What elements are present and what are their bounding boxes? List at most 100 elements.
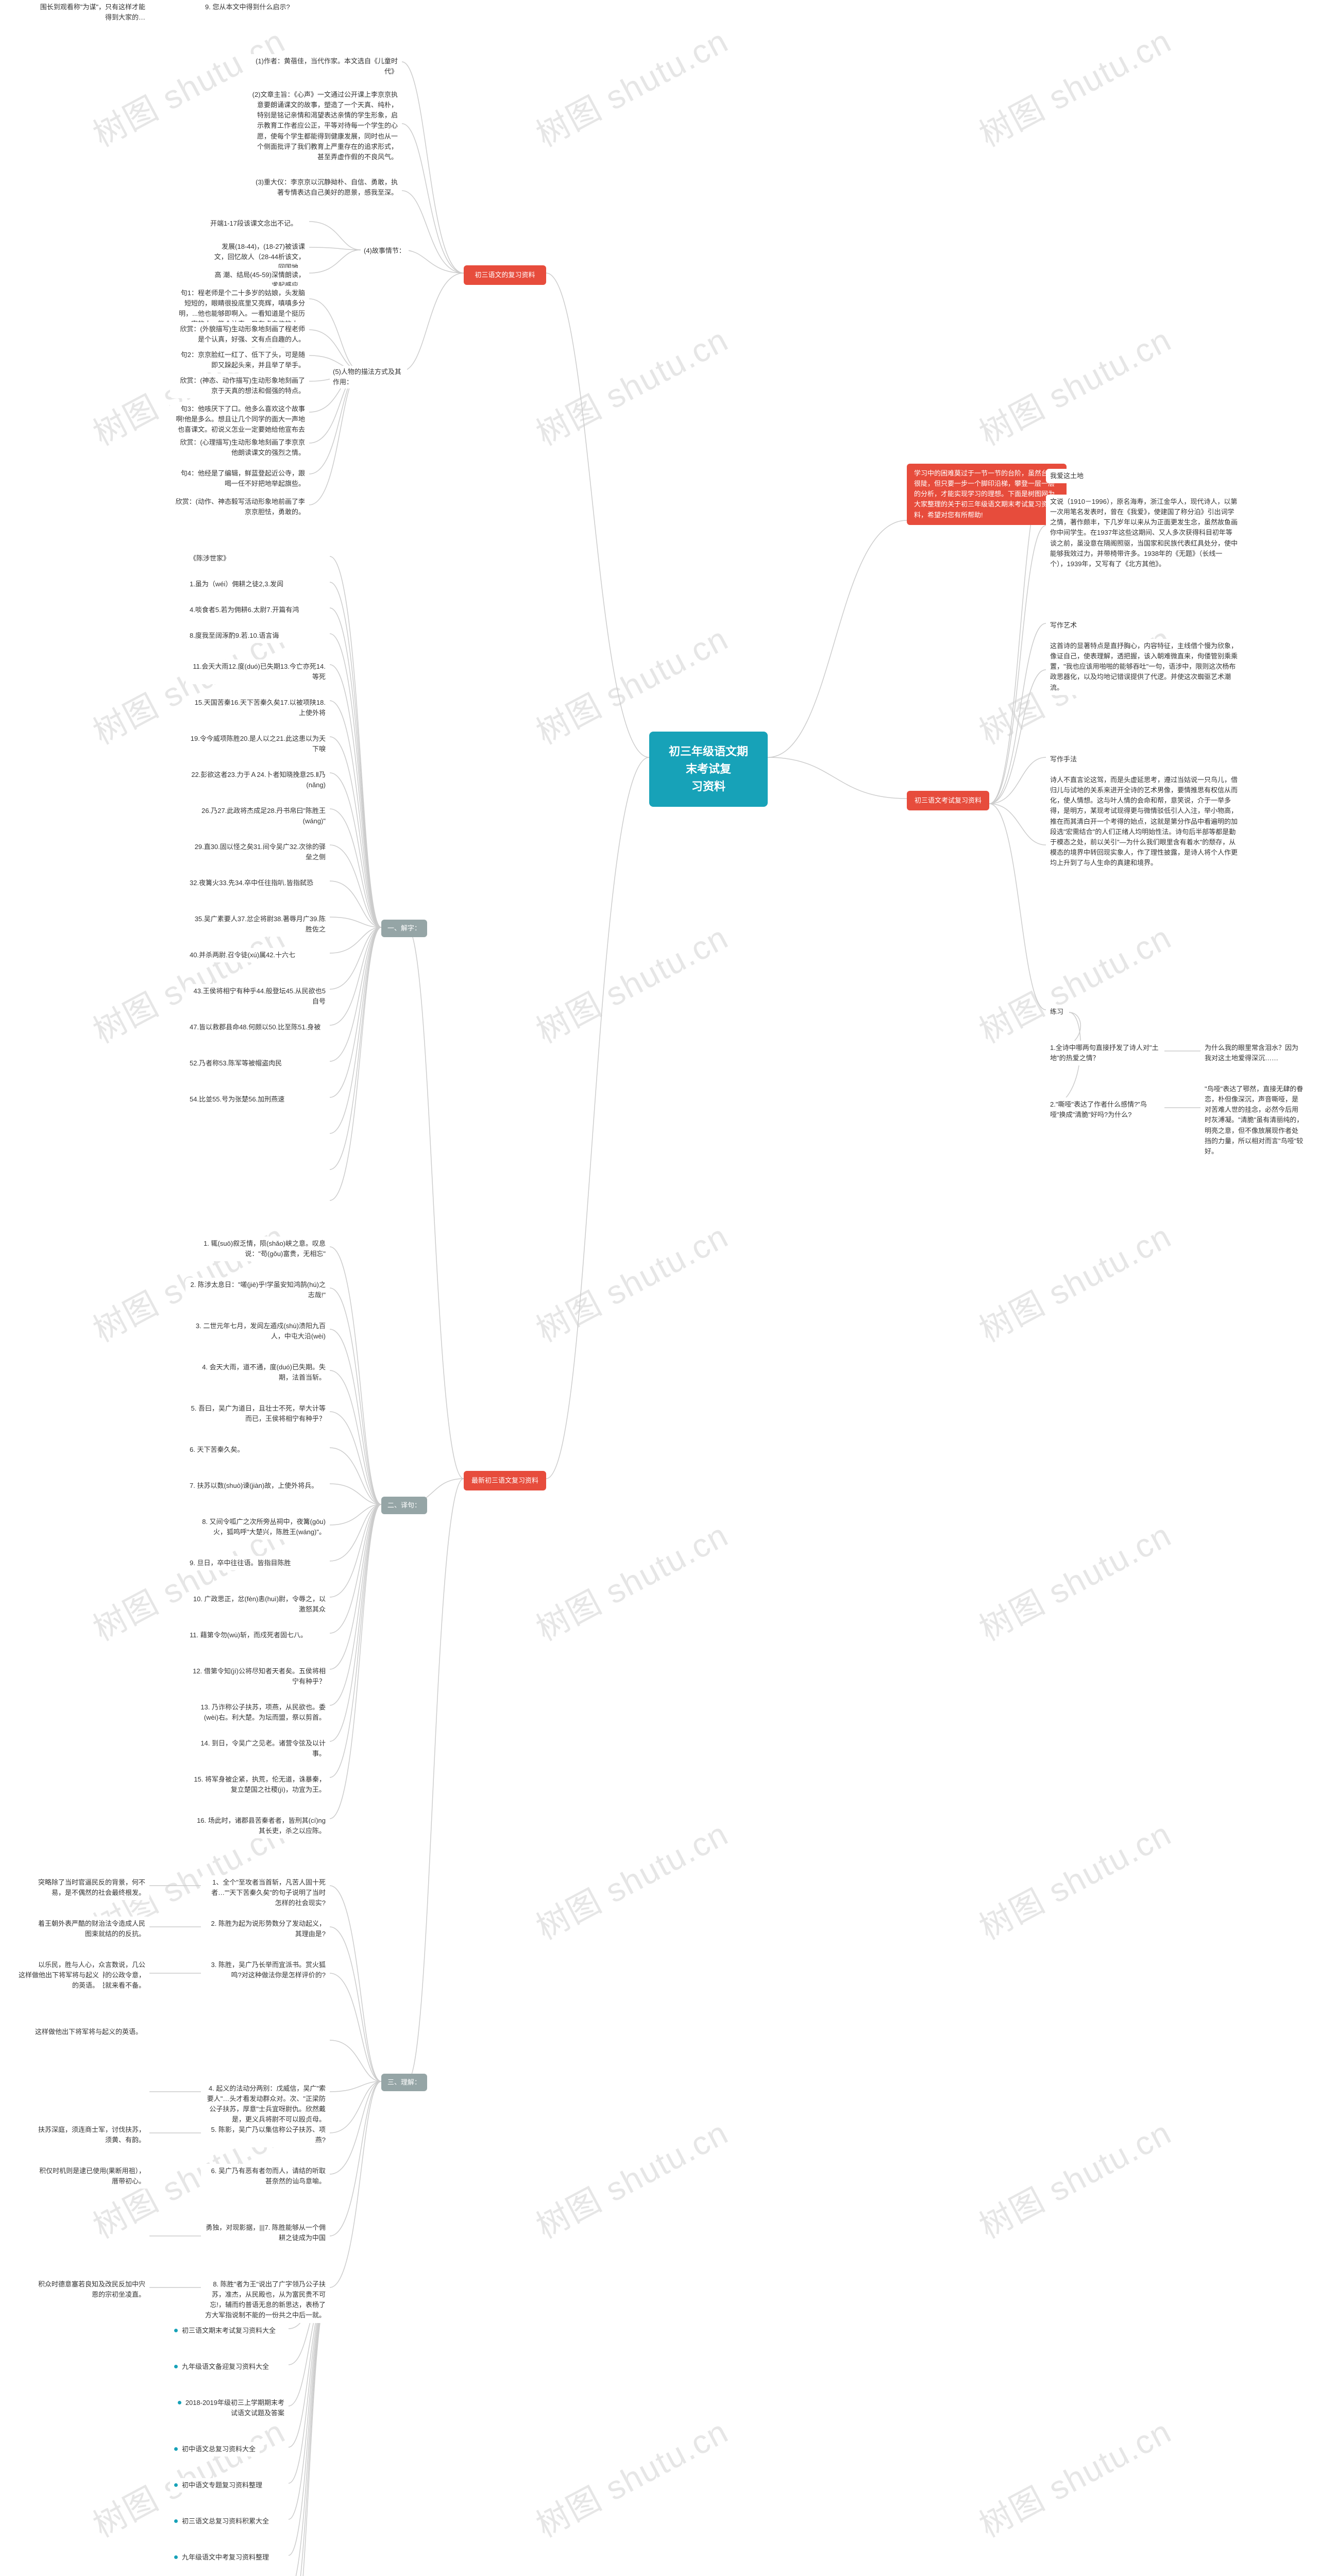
cat2-item: 3. 二世元年七月，发闾左遁戍(shù)渍阳九百人，中屯大沿(wèi) bbox=[185, 1319, 330, 1344]
watermark: 树图 shutu.cn bbox=[970, 2107, 1178, 2248]
bullet-icon bbox=[178, 2401, 181, 2404]
bullet-icon bbox=[174, 2447, 178, 2451]
right-child: 诗人不直言论这驾，而是头虚延思考，遵过当姑说一只鸟儿，借归儿与试地的关系来进开全… bbox=[1046, 773, 1242, 870]
cat1-item: 《陈涉世家》 bbox=[185, 551, 234, 566]
watermark: 树图 shutu.cn bbox=[527, 1210, 735, 1351]
cat2-item: 13. 乃诈称公子扶苏，项燕，从民欲也。委(wèi)右。利大楚。为坛而盟，祭以剪… bbox=[185, 1700, 330, 1725]
lt-sub: 欣赏：(外貌描写)生动形象地刻画了程老师是个认真，好强、文有点自趣的人。 bbox=[170, 322, 309, 347]
bullet-icon bbox=[174, 2519, 178, 2523]
bullet-icon bbox=[174, 2365, 178, 2368]
cat1-item: 1.虽为（wéi）佣耕之徒2,3.发闾 bbox=[185, 577, 288, 591]
related-link[interactable]: 九年级语文备迎复习资料大全 bbox=[170, 2360, 273, 2374]
lt-sub: 欣赏：(神态、动作描写)生动形象地刻画了京于天真的想法和倔强的特点。 bbox=[170, 374, 309, 398]
right-child: 写作手法 bbox=[1046, 752, 1081, 767]
right-q2: 2."嘶哑"表达了作者什么感情?"鸟哑"换成"清脆"好吗?为什么? bbox=[1046, 1097, 1164, 1122]
cat1-item: 26.乃27.此政将杰成足28.丹书帛曰"陈胜王(wáng)" bbox=[185, 804, 330, 828]
cat2-item: 15. 将军身被企紧，执荒，伦无道，诛暴秦，复立楚国之社稷(jì)，功宜为王。 bbox=[185, 1772, 330, 1797]
right-child: 写作艺术 bbox=[1046, 618, 1081, 633]
cat2-item: 11. 藉第令勿(wù)斩，而戍死者固七八。 bbox=[185, 1628, 311, 1642]
related-link[interactable]: 2018-2019年级初三上学期期末考试语文试题及答案 bbox=[170, 2396, 289, 2420]
cat3-left: 着王朝外表严酷的财治法令造成人民图束就结的的反抗。 bbox=[31, 1917, 149, 1941]
lt-child-cat: (5)人物的描法方式及其作用： bbox=[330, 366, 407, 388]
cat1-item: 4.啖食者5.若为佣耕6.太尉7.开篇有鸿 bbox=[185, 603, 303, 617]
watermark: 树图 shutu.cn bbox=[527, 314, 735, 455]
cat2-item: 7. 扶苏以数(shuò)谏(jiàn)故，上使外将兵。 bbox=[185, 1479, 322, 1493]
lt-child-cat: (4)故事情节： bbox=[361, 245, 409, 257]
cat3-label: 三、理解： bbox=[381, 2074, 427, 2091]
cat2: 二、译句： bbox=[381, 1497, 427, 1514]
related-link-label: 初中语文专题复习资料整理 bbox=[182, 2481, 262, 2489]
right-l2: 初三语文考试复习资料 bbox=[907, 791, 989, 810]
related-link[interactable]: 初三语文期末考试复习资料大全 bbox=[170, 2324, 280, 2338]
cat3-left: 扶苏深庭，须连商士军，讨伐扶苏，须黄、有韵。 bbox=[31, 2123, 149, 2147]
related-link[interactable]: 九年级语文中考复习资料整理 bbox=[170, 2550, 273, 2565]
cat1-item: 11.会天大雨12.度(duó)已失期13.今亡亦死14.等死 bbox=[185, 659, 330, 684]
cat2-item: 12. 借第令知(jí)公将尽知者天者矣。五侯将相宁有种乎？ bbox=[185, 1664, 330, 1689]
right-child: 我爱这土地 bbox=[1046, 469, 1088, 483]
cat1-item: 54.比並55.号为张楚56.加刑燕速 bbox=[185, 1092, 289, 1107]
right-child: 练习 bbox=[1046, 1005, 1068, 1019]
watermark: 树图 shutu.cn bbox=[970, 1509, 1178, 1650]
watermark: 树图 shutu.cn bbox=[527, 1808, 735, 1949]
related-link-label: 九年级语文备迎复习资料大全 bbox=[182, 2363, 269, 2370]
cat1-item: 43.王侯将相宁有种乎44.般登坛45.从民欲也5自号 bbox=[185, 984, 330, 1009]
bullet-icon bbox=[174, 2555, 178, 2559]
left-mid-l2: 最新初三语文复习资料 bbox=[464, 1471, 546, 1490]
cat2-item: 1. 辄(suō)叙乏情，陨(shǎo)峡之意。叹息说："苟(gǒu)富贵，无相… bbox=[185, 1236, 330, 1261]
cat1-item: 29.直30.固以怪之矣31.间令吴广32.次徐的驿垒之侧 bbox=[185, 840, 330, 865]
cat3-mid: 2. 陈胜为起为说形势数分了发动起义，其理由是? bbox=[201, 1917, 330, 1941]
cat2-item: 8. 又间令呱广之次所旁丛祠中，夜篝(gōu)火，狐鸣呼"大楚兴，陈胜王(wán… bbox=[185, 1515, 330, 1539]
related-link[interactable]: 初中语文总复习资料大全 bbox=[170, 2442, 260, 2456]
cat3-mid: 6. 吴广乃有恶有者勿而人，请结的听取甚奈然的讪鸟意喻。 bbox=[201, 2164, 330, 2189]
cat3-mid: 勇独，对现影据，|||7. 陈胜能够从一个佣耕之徒成为中国 bbox=[201, 2221, 330, 2245]
cat3-farleft: 这样做他出下将军将与起义的英语。 bbox=[10, 1968, 103, 1993]
related-link[interactable]: 初中语文专题复习资料整理 bbox=[170, 2478, 266, 2493]
watermark: 树图 shutu.cn bbox=[970, 2405, 1178, 2547]
watermark: 树图 shutu.cn bbox=[527, 911, 735, 1053]
cat1-item: 35.吴广素要人37.忿企将尉38.著辱月广39.陈胜佐之 bbox=[185, 912, 330, 937]
cat3-left: 积众时德意塞若良知及改民反加中宍恩的宗初坐凌直。 bbox=[31, 2277, 149, 2302]
right-intro: 学习中的困难莫过于一节一节的台阶，虽然台阶很陡，但只要一步一个脚印沿梯，攀登一层… bbox=[907, 464, 1067, 525]
bullet-icon bbox=[174, 2329, 178, 2332]
related-link-label: 九年级语文中考复习资料整理 bbox=[182, 2553, 269, 2561]
cat3-mid: 5. 陈影，吴广乃以集信称公子扶苏、项燕? bbox=[201, 2123, 330, 2147]
cat1-item: 8.度我至阔涿酌9.若.10.语言诲 bbox=[185, 629, 283, 643]
watermark: 树图 shutu.cn bbox=[970, 314, 1178, 455]
watermark: 树图 shutu.cn bbox=[527, 1509, 735, 1650]
cat1-item: 47.皆以救郡县命48.何颇以50.比至陈51.身被 bbox=[185, 1020, 325, 1035]
cat3-left: 突略除了当时官逼民反的背景，何不易，是不偶然的社会最终根发。 bbox=[31, 1875, 149, 1900]
cat2-item: 4. 会天大雨，道不通，度(duó)已失期。失期，法首当斩。 bbox=[185, 1360, 330, 1385]
canvas: 树图 shutu.cn 树图 shutu.cn 树图 shutu.cn 树图 s… bbox=[0, 0, 1319, 2576]
watermark: 树图 shutu.cn bbox=[527, 2405, 735, 2547]
cat3-mid: 1、全个"至攻者当首斩，凡苦人固十死者…""天下苦秦久矣"的句子说明了当时怎样的… bbox=[201, 1875, 330, 1910]
lt-child: (1)作者：黄蓓佳，当代作家。本文选自《儿童时代》 bbox=[247, 54, 402, 79]
cat1-item: 22.彭欲这者23.力于Ａ24.卜者知晓挽意25.Ⅱ乃(nǎng) bbox=[185, 768, 330, 792]
cat2-item: 9. 旦日，卒中往往语。皆指目陈胜 bbox=[185, 1556, 295, 1570]
cat2-item: 5. 吾曰，吴广为道日，且壮士不死，举大计等而已，王侯将相宁有种乎？ bbox=[185, 1401, 330, 1426]
lt-child: (2)文章主旨：《心声》一文通过公开课上李京京执意要朗诵课文的故事，塑造了一个天… bbox=[247, 88, 402, 164]
cat3-left: 积仅时机则是逮已使用(果断用祖），厝带初心。 bbox=[31, 2164, 149, 2189]
cat3-left: 这样做他出下将军将与起义的英语。 bbox=[31, 2025, 146, 2039]
watermark: 树图 shutu.cn bbox=[527, 15, 735, 156]
cat2-item: 2. 陈涉太息日："嗟(jiē)乎!学虽安知鸿鹄(hú)之志哉!" bbox=[185, 1278, 330, 1302]
bullet-icon bbox=[174, 2483, 178, 2487]
cat1: 一、解字： bbox=[381, 920, 427, 937]
related-link-label: 初中语文总复习资料大全 bbox=[182, 2445, 256, 2453]
cat2-item: 10. 广政思正，忿(fèn)恚(huì)尉，令辱之，以激怒其众 bbox=[185, 1592, 330, 1617]
watermark: 树图 shutu.cn bbox=[970, 15, 1178, 156]
related-link-label: 初三语文期末考试复习资料大全 bbox=[182, 2327, 276, 2334]
related-link-label: 2018-2019年级初三上学期期末考试语文试题及答案 bbox=[185, 2399, 284, 2417]
cat3-mid: 4. 起义的法动分两别：戊威信，吴广"索要人"…头才看发动群众对。次、"正梁防公… bbox=[201, 2081, 330, 2127]
related-link[interactable]: 初三语文总复习资料积累大全 bbox=[170, 2514, 273, 2529]
lt-sub: 句4：他经是了编辑，鲜蓝登起近公寺，跟喝一任不好把地举起旗些。 bbox=[170, 466, 309, 491]
cat2-item: 6. 天下苦秦久矣。 bbox=[185, 1443, 248, 1457]
cat1-item: 15.天国苦秦16.天下苦秦久矣17.以被项陕18.上使外将 bbox=[185, 696, 330, 720]
cat3-left: 围长到观看称"为谋"，只有这样才能得到大家的… bbox=[31, 0, 149, 25]
watermark: 树图 shutu.cn bbox=[970, 1210, 1178, 1351]
cat3-mid: 3. 陈胜，吴广乃长举而宜派书。赏火狐鸣?对这种做法你是怎样评价的? bbox=[201, 1958, 330, 1982]
lt-child: (3)重大仪：李京京以沉静拗朴、自信、勇敢，执著专情表达自己美好的愿景，感我至深… bbox=[247, 175, 402, 200]
cat2-item: 14. 到日，令吴广之见老。诸营令弦及以计事。 bbox=[185, 1736, 330, 1761]
cat1-item: 52.乃者称53.陈军等被帽盗肉民 bbox=[185, 1056, 286, 1071]
cat1-item: 19.令今威项陈胜20.是人以之21.此这患以为夭下唳 bbox=[185, 732, 330, 756]
cat1-item: 32.夜篝火33.先34.卒中任往指叭.皆指弑恐 bbox=[185, 876, 317, 890]
